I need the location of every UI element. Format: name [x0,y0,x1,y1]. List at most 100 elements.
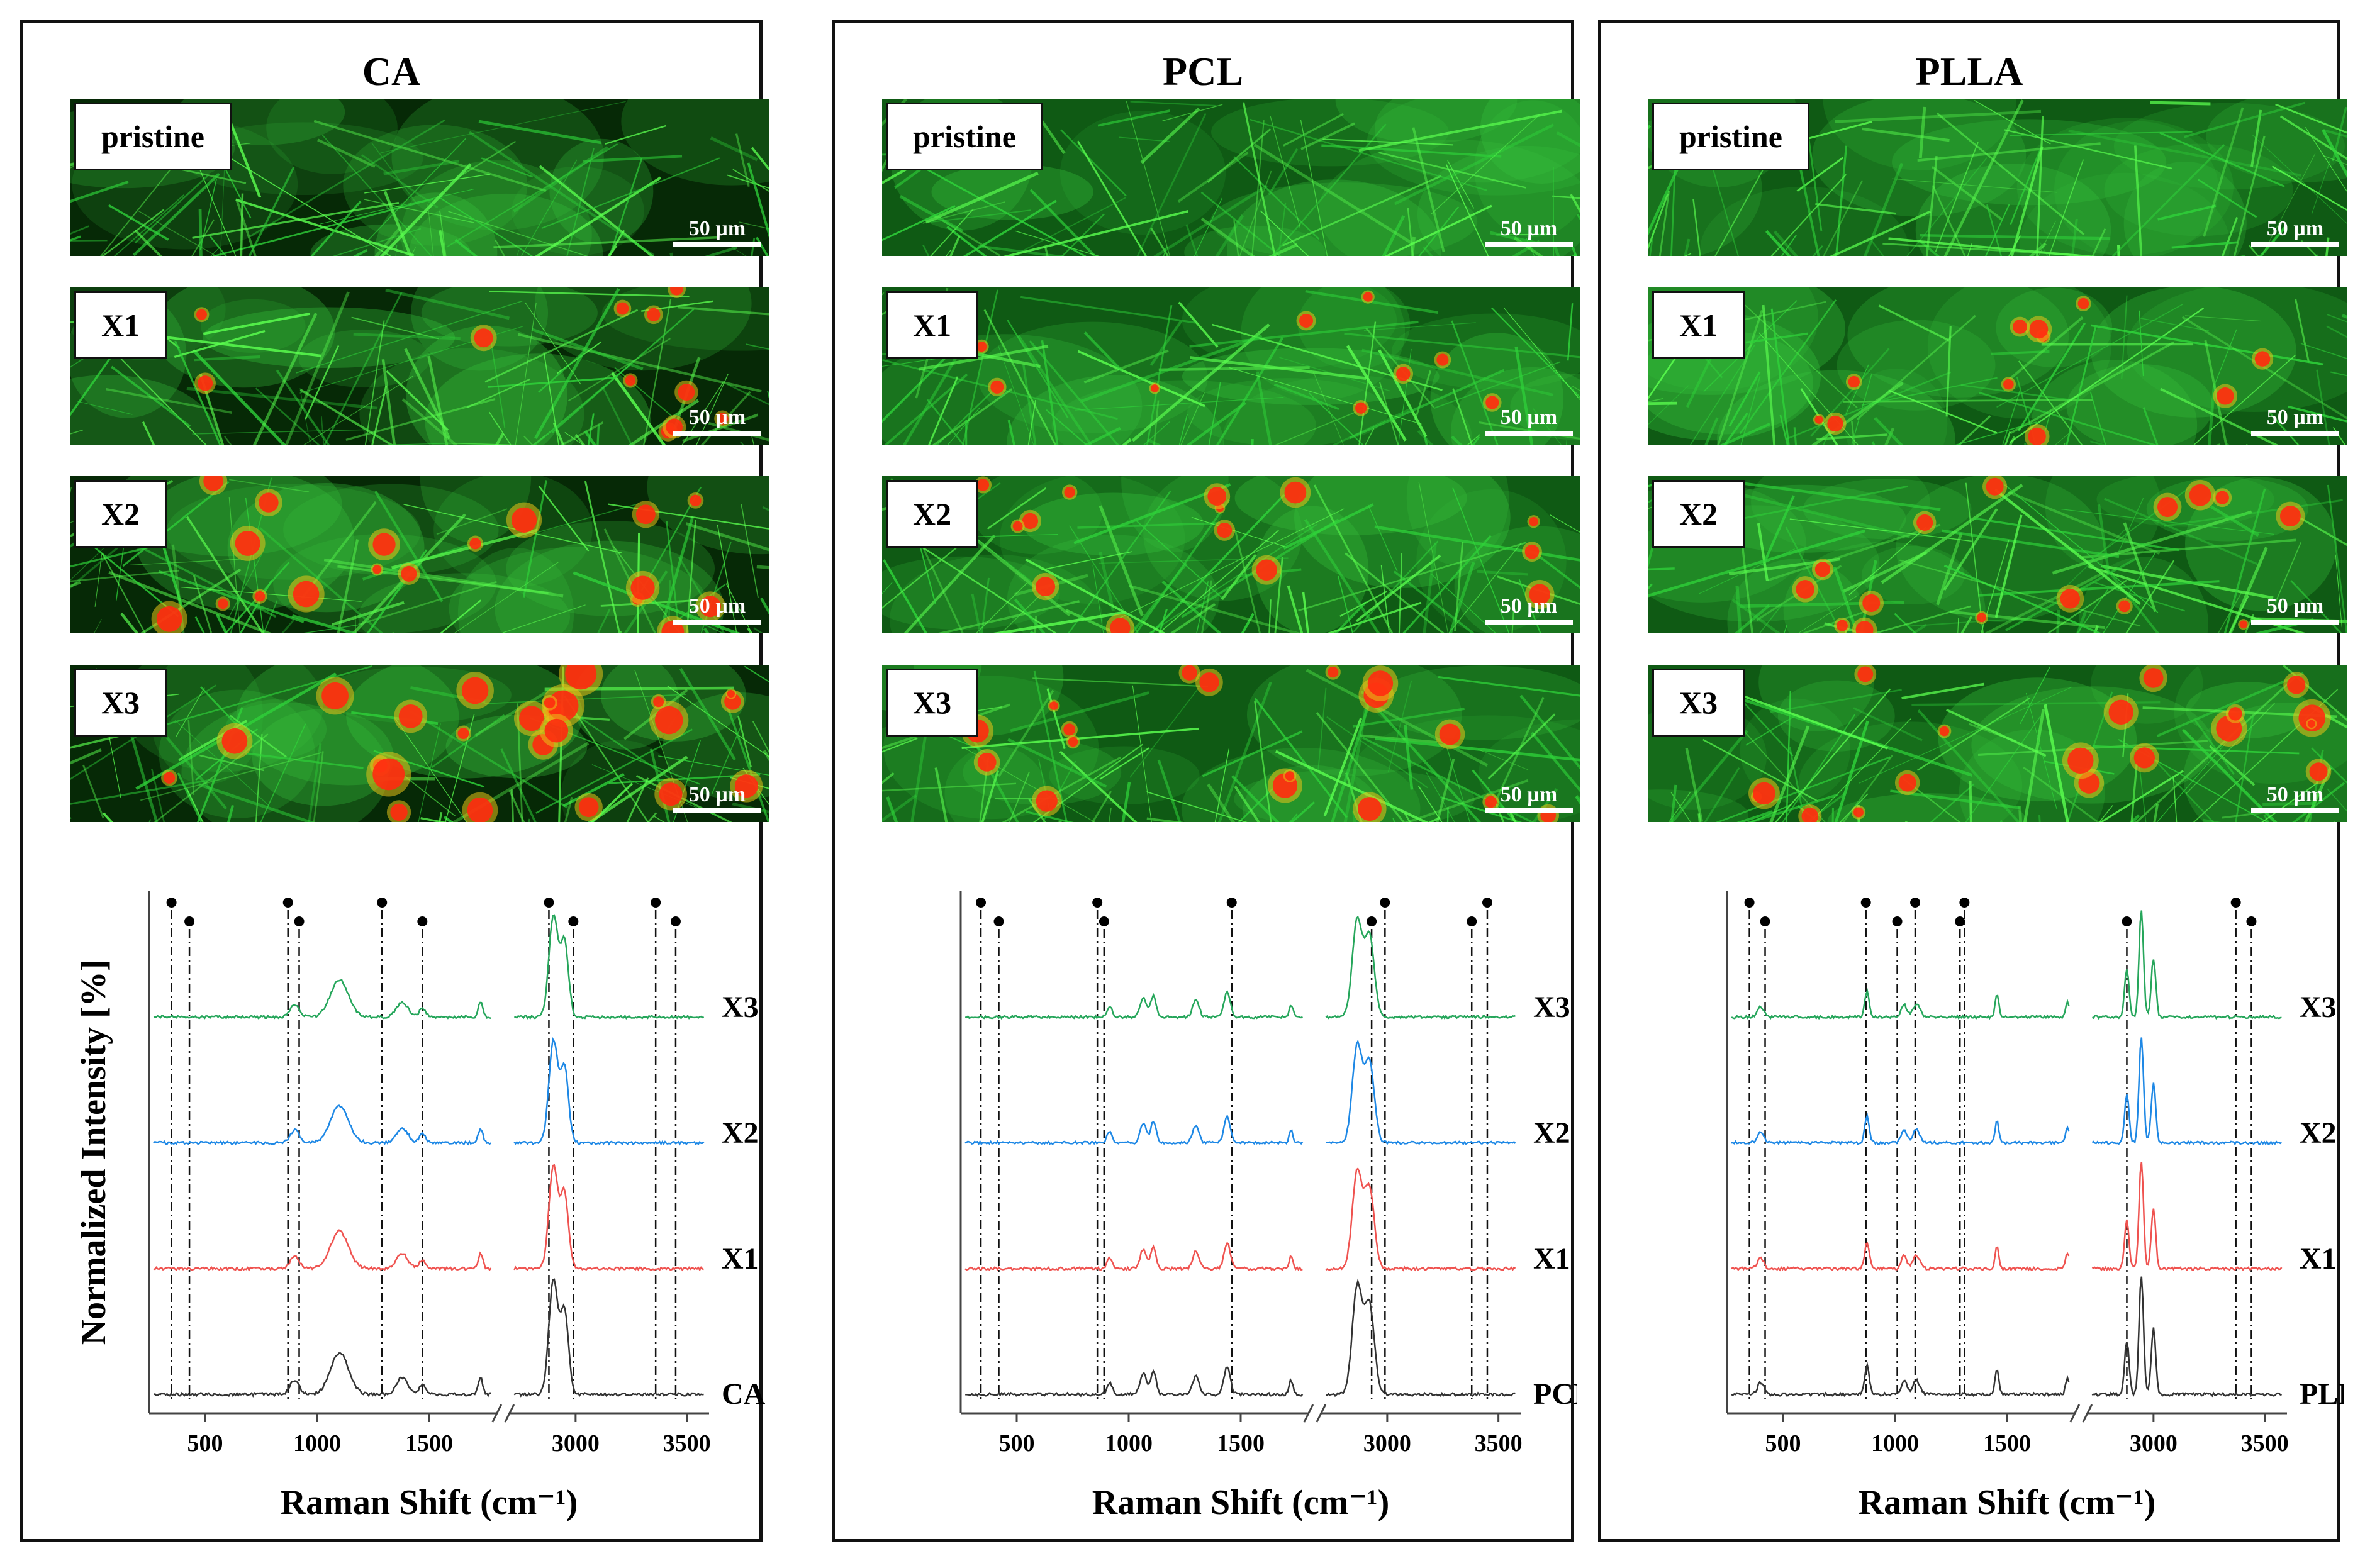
x-tick-label: 1000 [293,1430,341,1457]
scale-bar: 50 µm [673,783,761,813]
spectrum-line-ca [153,1352,491,1398]
micrograph-x3: X3 50 µm [70,665,769,822]
spectrum-line-x2 [513,1037,705,1146]
micrograph-image [882,476,1580,633]
series-label: X3 [1533,991,1570,1024]
spectrum-line-x3 [153,979,491,1020]
marker-dot [377,898,388,908]
scale-bar-label: 50 µm [688,594,746,618]
micrograph-image [882,99,1580,256]
micrograph-image [1648,476,2347,633]
scale-bar: 50 µm [1485,217,1573,247]
x-tick-label: 1500 [405,1430,453,1457]
scale-bar: 50 µm [1485,783,1573,813]
marker-dot [417,916,428,926]
panel-title: PCL [1163,49,1243,94]
scale-bar-label: 50 µm [1500,406,1558,429]
panel-title: CA [362,49,421,94]
spectrum-line-x1 [513,1164,704,1272]
spectrum-line-ca [513,1278,704,1398]
x-tick-label: 500 [999,1430,1035,1457]
spectrum-line-plla [1731,1361,2070,1398]
marker-dot [2122,916,2132,926]
spectrum-line-x3 [514,914,705,1020]
series-label: PCL [1533,1377,1577,1411]
x-axis-label: Raman Shift (cm⁻¹) [1859,1483,2156,1522]
marker-dot [1099,916,1109,926]
spectrum-line-pcl [1325,1278,1516,1398]
scale-bar-label: 50 µm [1500,594,1558,618]
micrograph-label: X3 [74,669,167,737]
spectrum-line-x2 [964,1114,1304,1146]
spectrum-line-x1 [964,1242,1303,1272]
scale-bar: 50 µm [2251,594,2339,625]
spectrum-line-x1 [153,1229,492,1272]
series-label: X1 [2300,1242,2337,1276]
micrograph-x3: X3 50 µm [1648,665,2347,822]
axis-break-mark [1316,1404,1327,1423]
micrograph-x3: X3 50 µm [882,665,1580,822]
micrograph-image [70,665,769,822]
micrograph-label: pristine [886,103,1043,170]
panel-ca: CA pristine 50 µm X1 50 µm X2 50 µm X3 5… [20,20,769,1542]
series-label: PLLA [2300,1377,2344,1411]
scale-bar-label: 50 µm [2266,783,2324,806]
scale-bar: 50 µm [2251,406,2339,436]
marker-dot [184,916,195,926]
panel-pcl: PCL pristine 50 µm X1 50 µm X2 50 µm X3 … [832,20,1580,1542]
marker-dot [1482,898,1492,908]
micrograph-image [882,665,1580,822]
marker-dot [544,898,554,908]
marker-dot [1226,898,1237,908]
micrograph-label: X1 [886,291,979,359]
marker-dot [1860,898,1871,908]
spectrum-line-x1 [2091,1162,2283,1272]
micrograph-image [1648,287,2347,445]
x-tick-label: 1500 [1217,1430,1265,1457]
x-axis-label: Raman Shift (cm⁻¹) [1092,1483,1390,1522]
micrograph-image [70,476,769,633]
micrograph-x2: X2 50 µm [1648,476,2347,633]
marker-dot [1092,898,1103,908]
series-label: X2 [2300,1116,2337,1150]
marker-dot [993,916,1004,926]
micrograph-pristine: pristine 50 µm [1648,99,2347,256]
marker-dot [1892,916,1903,926]
x-tick-label: 3500 [1475,1430,1523,1457]
micrograph-x2: X2 50 µm [70,476,769,633]
micrograph-image [70,287,769,445]
micrograph-image [882,287,1580,445]
scale-bar-label: 50 µm [1500,783,1558,806]
spectrum-line-x2 [2091,1037,2283,1146]
scale-bar: 50 µm [673,594,761,625]
micrograph-label: X1 [74,291,167,359]
x-tick-label: 3000 [2130,1430,2178,1457]
x-tick-label: 3500 [2241,1430,2289,1457]
scale-bar: 50 µm [1485,594,1573,625]
micrograph-image [1648,665,2347,822]
raman-spectrum-chart: 500 1000 1500 3000 3500 Raman Shift (cm⁻¹) PLL… [1601,841,2344,1545]
micrograph-label: X2 [74,480,167,548]
scale-bar-label: 50 µm [2266,217,2324,240]
spectrum-line-x1 [1731,1242,2070,1272]
x-tick-label: 1000 [1871,1430,1919,1457]
scale-bar: 50 µm [673,406,761,436]
y-axis-label: Normalized Intensity [%] [74,960,113,1345]
marker-dot [651,898,661,908]
scale-bar-label: 50 µm [2266,594,2324,618]
spectrum-line-x3 [964,990,1304,1020]
axis-break-mark [491,1404,503,1423]
marker-dot [1910,898,1921,908]
marker-dot [2246,916,2257,926]
panel-title: PLLA [1915,49,2023,94]
scale-bar-label: 50 µm [688,783,746,806]
axis-break-mark [1303,1404,1314,1423]
spectrum-line-x2 [153,1104,491,1146]
x-tick-label: 3500 [663,1430,711,1457]
marker-dot [1760,916,1770,926]
marker-dot [2230,898,2241,908]
marker-dot [1955,916,1965,926]
axis-break-mark [504,1404,515,1423]
x-axis-label: Raman Shift (cm⁻¹) [281,1483,578,1522]
x-tick-label: 500 [187,1430,223,1457]
